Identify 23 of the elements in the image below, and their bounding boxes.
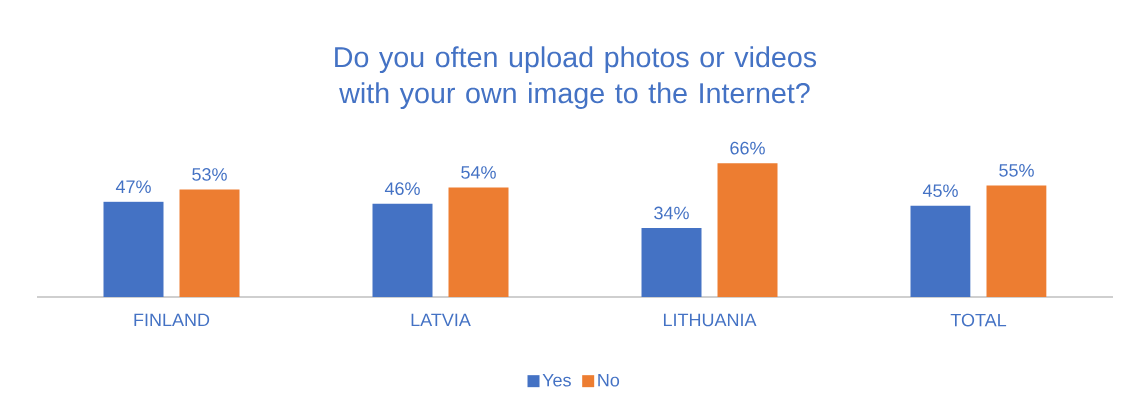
x-tick-label: FINLAND (134, 313, 210, 327)
x-tick-label: LATVIA (411, 313, 471, 327)
data-label: 34% (654, 206, 689, 220)
chart-title: Do you often upload photos or videos with your own image to the Internet? (335, 46, 817, 110)
x-tick-label: TOTAL (950, 313, 1007, 327)
bar (448, 187, 509, 297)
data-label: 45% (922, 184, 958, 198)
data-label: 47% (115, 180, 151, 193)
data-label: 46% (384, 182, 420, 195)
bar (372, 203, 433, 297)
x-tick-label: LITHUANIA (663, 313, 757, 327)
data-label: 55% (999, 164, 1034, 177)
legend-label: Yes (542, 373, 571, 387)
legend-label: No (598, 373, 620, 387)
data-label: 53% (192, 168, 227, 181)
data-label: 54% (461, 166, 496, 179)
bar (986, 185, 1047, 297)
bar (910, 205, 971, 297)
bar (103, 201, 164, 297)
bar (641, 228, 702, 297)
bar (179, 189, 240, 297)
bar (717, 163, 778, 297)
data-label: 66% (730, 141, 765, 155)
